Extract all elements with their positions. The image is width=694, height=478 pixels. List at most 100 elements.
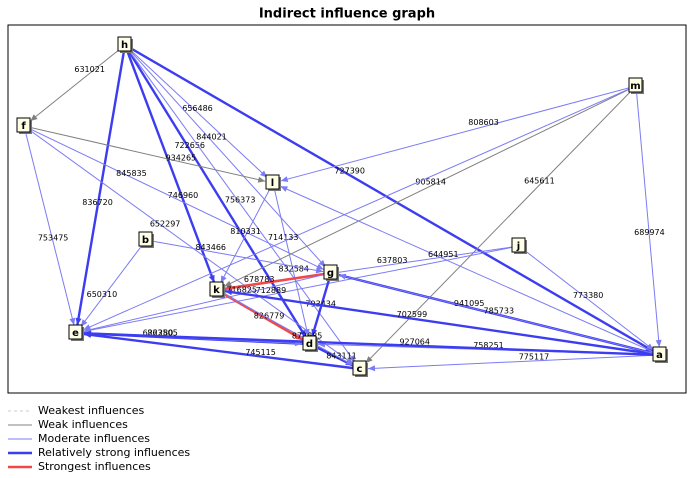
edge — [83, 332, 661, 357]
edge — [518, 245, 654, 351]
edge-label: 745115 — [245, 348, 276, 357]
arrow-head — [280, 186, 288, 192]
edge — [145, 239, 324, 273]
edge-label: 712889 — [256, 286, 287, 295]
edge-label: 756373 — [225, 195, 256, 204]
legend-label: Moderate influences — [38, 432, 150, 445]
edge — [83, 272, 332, 332]
arrow-head — [295, 333, 304, 340]
node-box — [138, 231, 153, 247]
node-label: a — [656, 350, 663, 361]
edge — [272, 182, 309, 337]
node-box — [16, 117, 31, 133]
node-box — [265, 174, 280, 190]
node-label: e — [72, 328, 79, 339]
edge — [224, 289, 661, 357]
edge-label: 689974 — [634, 228, 665, 237]
edge — [124, 44, 268, 178]
edge-label: 793434 — [305, 299, 336, 308]
arrow-head — [338, 273, 347, 280]
edge-label: 622280 — [143, 328, 174, 337]
edge — [635, 85, 660, 348]
edge — [216, 289, 354, 366]
arrow-head — [315, 267, 324, 274]
edge-label: 810331 — [230, 227, 261, 236]
edge-label: 645611 — [524, 177, 555, 186]
edge-label: 832584 — [278, 265, 309, 274]
arrow-head — [257, 176, 266, 183]
edge — [367, 354, 661, 370]
edge-label: 844021 — [196, 132, 227, 141]
edge — [83, 85, 637, 331]
node-box — [302, 335, 317, 351]
arrow-head — [83, 326, 92, 333]
edge — [280, 85, 637, 182]
arrow-head — [75, 317, 82, 326]
node-label: m — [630, 81, 640, 92]
edge — [124, 44, 327, 268]
edge — [220, 182, 274, 284]
edge-label: 785733 — [484, 306, 515, 315]
node-label: d — [306, 339, 313, 350]
edge-label: 941095 — [454, 299, 485, 308]
arrow-head — [224, 280, 232, 287]
arrow-head — [316, 263, 324, 270]
arrow-head — [367, 365, 376, 372]
edge-label: 758251 — [473, 341, 504, 350]
edges: 631021 727390 656486 836720 746960 7226568440… — [23, 43, 665, 372]
edge — [76, 44, 127, 326]
arrow-head — [299, 329, 306, 338]
edge-label: 714133 — [268, 233, 299, 242]
node-box — [117, 36, 132, 52]
edge-label: 826779 — [254, 312, 285, 321]
edge-label: 773380 — [573, 291, 604, 300]
edge-label: 746960 — [168, 191, 199, 200]
arrow-head — [365, 356, 373, 364]
edge-label: 836720 — [82, 198, 113, 207]
node-box — [628, 77, 643, 93]
arrow-head — [30, 114, 38, 121]
title: Indirect influence graph — [259, 7, 435, 22]
arrow-head — [311, 328, 318, 337]
edge-label: 644951 — [428, 250, 459, 259]
edge-label: 843466 — [195, 243, 226, 252]
node-label: h — [121, 40, 128, 51]
edge-label: 775117 — [519, 352, 550, 361]
arrow-head — [280, 176, 289, 183]
edge-label: 927064 — [399, 337, 430, 346]
node-box — [209, 281, 224, 297]
edge-label: 845835 — [116, 169, 147, 178]
edge — [123, 44, 216, 283]
edge — [83, 332, 361, 371]
edge-label: 722656 — [174, 141, 205, 150]
edge-label: 727390 — [334, 167, 365, 176]
node-box — [511, 237, 526, 253]
arrow-head — [303, 328, 310, 337]
arrow-head — [83, 330, 92, 337]
node-label: j — [516, 241, 520, 252]
arrow-head — [345, 359, 353, 366]
edge — [224, 271, 332, 291]
node-box — [652, 346, 667, 362]
edge — [23, 125, 266, 182]
edge — [123, 44, 307, 338]
arrow-head — [646, 343, 654, 351]
edge — [80, 239, 147, 327]
legend-label: Relatively strong influences — [38, 446, 190, 459]
arrow-head — [655, 339, 662, 348]
edge-label: 843111 — [326, 351, 357, 360]
edge-label: 753475 — [38, 233, 69, 242]
edge — [280, 185, 661, 356]
edge — [29, 44, 126, 122]
arrow-head — [224, 289, 233, 296]
edge — [338, 274, 661, 356]
edge-label: 652297 — [150, 220, 181, 229]
edge-label: 637803 — [377, 256, 408, 265]
node-label: k — [213, 285, 220, 296]
edge-label: 808603 — [468, 118, 499, 127]
node-label: l — [271, 178, 274, 189]
edge-label: 934265 — [166, 153, 197, 162]
arrow-head — [220, 275, 227, 283]
